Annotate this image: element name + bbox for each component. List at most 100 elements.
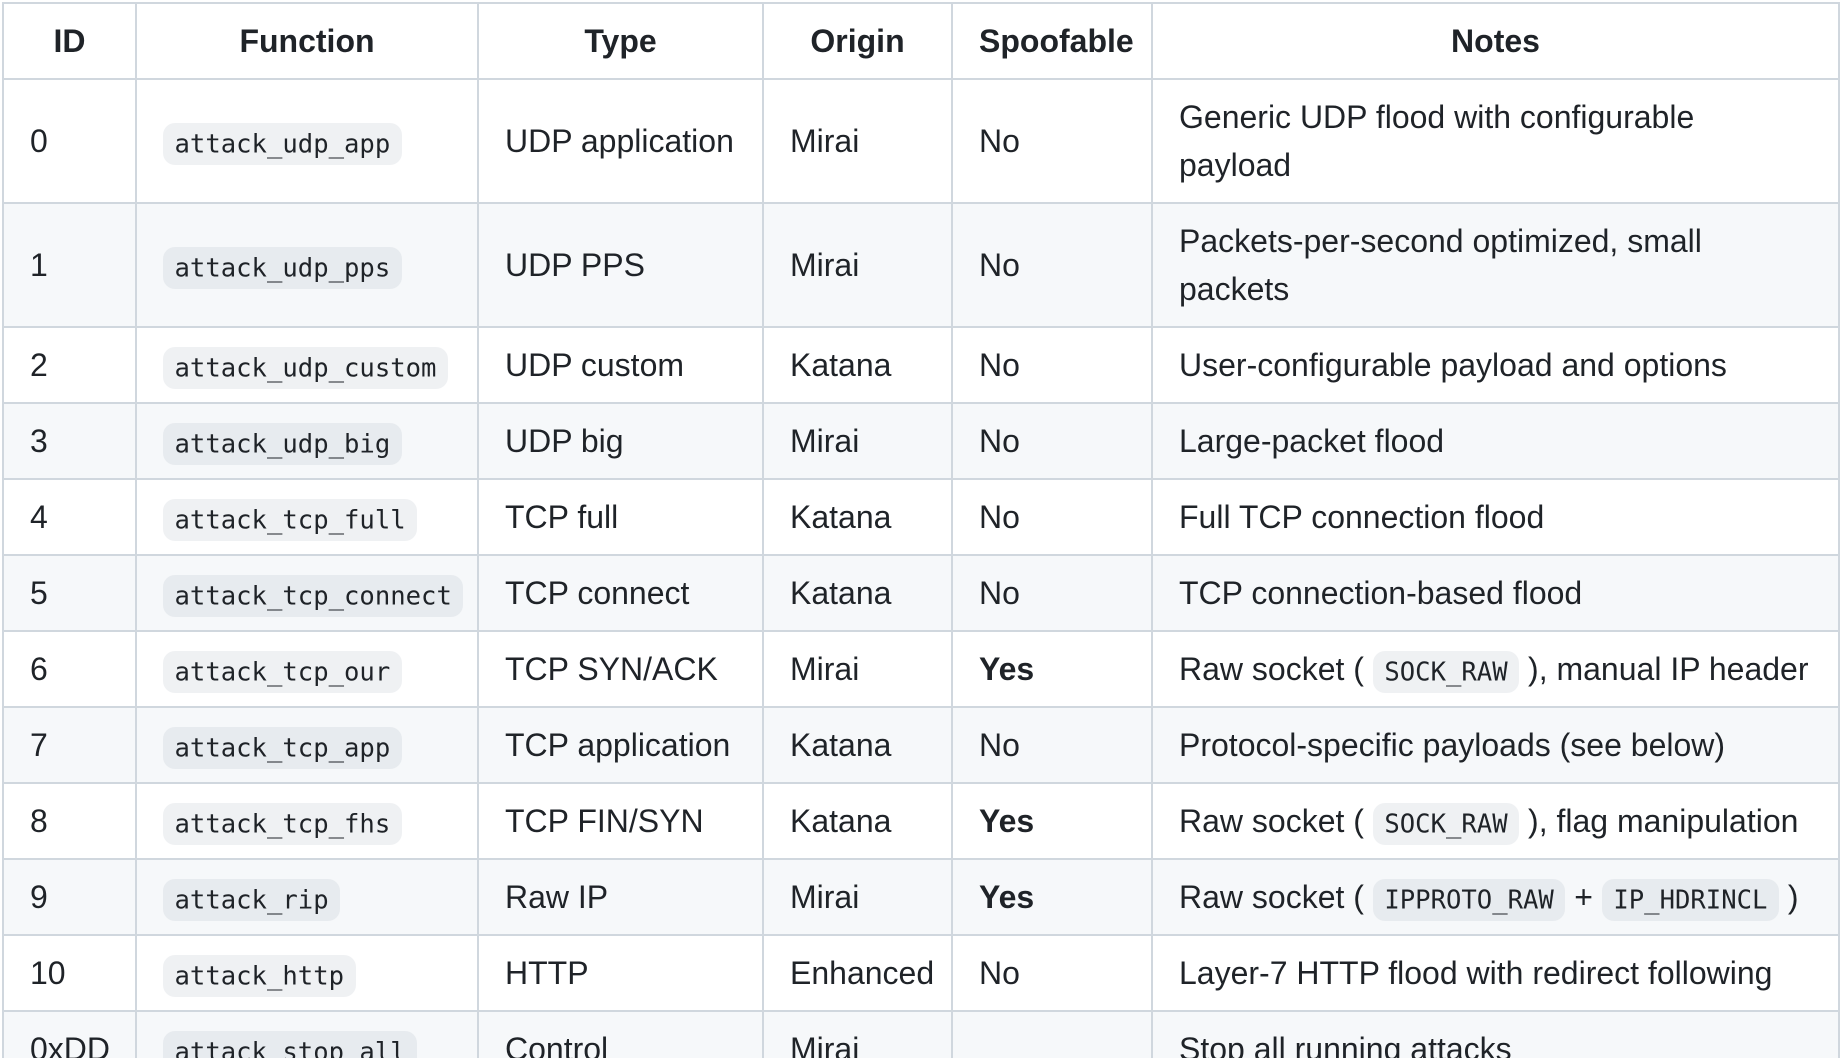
cell-function: attack_udp_app — [135, 78, 479, 204]
column-header-id: ID — [2, 2, 137, 80]
function-code-span: attack_tcp_fhs — [163, 802, 402, 846]
cell-type: UDP PPS — [477, 202, 764, 328]
table-row: 2 attack_udp_custom UDP custom Katana No User… — [2, 326, 1840, 404]
spoofable-value: No — [979, 247, 1020, 283]
table-row: 0xDD attack_stop_all Control Mirai Stop all … — [2, 1010, 1840, 1058]
cell-function: attack_udp_custom — [135, 326, 479, 404]
cell-id: 6 — [2, 630, 137, 708]
cell-spoofable: No — [951, 478, 1153, 556]
cell-notes: TCP connection-based flood — [1151, 554, 1840, 632]
cell-type: UDP application — [477, 78, 764, 204]
cell-origin: Katana — [762, 326, 953, 404]
cell-id: 9 — [2, 858, 137, 936]
spoofable-value: No — [979, 727, 1020, 763]
function-code-span: attack_udp_big — [163, 422, 402, 466]
notes-code-span: SOCK_RAW — [1372, 650, 1520, 694]
cell-notes: Packets-per-second optimized, small pack… — [1151, 202, 1840, 328]
function-code-span: attack_tcp_our — [163, 650, 402, 694]
cell-type: Control — [477, 1010, 764, 1058]
cell-spoofable: No — [951, 202, 1153, 328]
column-header-spoofable: Spoofable — [951, 2, 1153, 80]
notes-code-span: IPPROTO_RAW — [1372, 878, 1566, 922]
table-row: 4 attack_tcp_full TCP full Katana No Full TCP… — [2, 478, 1840, 556]
cell-function: attack_tcp_full — [135, 478, 479, 556]
function-code-span: attack_udp_pps — [163, 246, 402, 290]
column-header-function: Function — [135, 2, 479, 80]
cell-id: 5 — [2, 554, 137, 632]
cell-function: attack_udp_pps — [135, 202, 479, 328]
cell-type: UDP custom — [477, 326, 764, 404]
cell-notes: Protocol-specific payloads (see below) — [1151, 706, 1840, 784]
cell-origin: Katana — [762, 782, 953, 860]
cell-origin: Mirai — [762, 1010, 953, 1058]
cell-origin: Enhanced — [762, 934, 953, 1012]
cell-spoofable: No — [951, 934, 1153, 1012]
cell-origin: Mirai — [762, 402, 953, 480]
cell-spoofable: Yes — [951, 630, 1153, 708]
cell-function: attack_tcp_connect — [135, 554, 479, 632]
cell-spoofable: No — [951, 402, 1153, 480]
spoofable-value: Yes — [979, 879, 1035, 915]
spoofable-value: Yes — [979, 651, 1035, 687]
cell-function: attack_http — [135, 934, 479, 1012]
cell-notes: Stop all running attacks — [1151, 1010, 1840, 1058]
cell-id: 4 — [2, 478, 137, 556]
function-code-span: attack_udp_custom — [163, 346, 448, 390]
column-header-notes: Notes — [1151, 2, 1840, 80]
cell-type: TCP application — [477, 706, 764, 784]
cell-type: TCP SYN/ACK — [477, 630, 764, 708]
cell-origin: Katana — [762, 706, 953, 784]
spoofable-value: No — [979, 955, 1020, 991]
cell-id: 1 — [2, 202, 137, 328]
cell-origin: Katana — [762, 554, 953, 632]
table-body: 0 attack_udp_app UDP application Mirai No Gen… — [2, 78, 1840, 1058]
cell-spoofable: Yes — [951, 858, 1153, 936]
cell-origin: Mirai — [762, 858, 953, 936]
cell-function: attack_stop_all — [135, 1010, 479, 1058]
function-code-span: attack_tcp_app — [163, 726, 402, 770]
cell-notes: Raw socket ( SOCK_RAW ), flag manipulati… — [1151, 782, 1840, 860]
table-row: 0 attack_udp_app UDP application Mirai No Gen… — [2, 78, 1840, 204]
cell-function: attack_tcp_fhs — [135, 782, 479, 860]
column-header-type: Type — [477, 2, 764, 80]
cell-notes: Full TCP connection flood — [1151, 478, 1840, 556]
cell-spoofable: No — [951, 554, 1153, 632]
function-code-span: attack_http — [163, 954, 356, 998]
cell-spoofable: No — [951, 78, 1153, 204]
cell-origin: Mirai — [762, 202, 953, 328]
notes-code-span: IP_HDRINCL — [1601, 878, 1779, 922]
cell-type: HTTP — [477, 934, 764, 1012]
cell-function: attack_rip — [135, 858, 479, 936]
cell-notes: Raw socket ( IPPROTO_RAW + IP_HDRINCL ) — [1151, 858, 1840, 936]
table-row: 8 attack_tcp_fhs TCP FIN/SYN Katana Yes Raw s… — [2, 782, 1840, 860]
spoofable-value: No — [979, 499, 1020, 535]
cell-function: attack_tcp_app — [135, 706, 479, 784]
cell-id: 10 — [2, 934, 137, 1012]
table-row: 7 attack_tcp_app TCP application Katana No Pr… — [2, 706, 1840, 784]
cell-origin: Mirai — [762, 78, 953, 204]
cell-notes: Layer-7 HTTP flood with redirect followi… — [1151, 934, 1840, 1012]
function-code-span: attack_stop_all — [163, 1030, 418, 1058]
cell-spoofable — [951, 1010, 1153, 1058]
table-row: 3 attack_udp_big UDP big Mirai No Large-packe… — [2, 402, 1840, 480]
cell-notes: Large-packet flood — [1151, 402, 1840, 480]
spoofable-value: No — [979, 575, 1020, 611]
cell-id: 3 — [2, 402, 137, 480]
cell-spoofable: No — [951, 706, 1153, 784]
spoofable-value: Yes — [979, 803, 1035, 839]
cell-id: 2 — [2, 326, 137, 404]
cell-origin: Katana — [762, 478, 953, 556]
cell-spoofable: Yes — [951, 782, 1153, 860]
spoofable-value: No — [979, 423, 1020, 459]
function-code-span: attack_tcp_connect — [163, 574, 464, 618]
cell-notes: Generic UDP flood with configurable payl… — [1151, 78, 1840, 204]
table-row: 9 attack_rip Raw IP Mirai Yes Raw socket ( IP… — [2, 858, 1840, 936]
column-header-origin: Origin — [762, 2, 953, 80]
cell-id: 0xDD — [2, 1010, 137, 1058]
cell-id: 8 — [2, 782, 137, 860]
function-code-span: attack_tcp_full — [163, 498, 418, 542]
cell-type: UDP big — [477, 402, 764, 480]
cell-notes: Raw socket ( SOCK_RAW ), manual IP heade… — [1151, 630, 1840, 708]
